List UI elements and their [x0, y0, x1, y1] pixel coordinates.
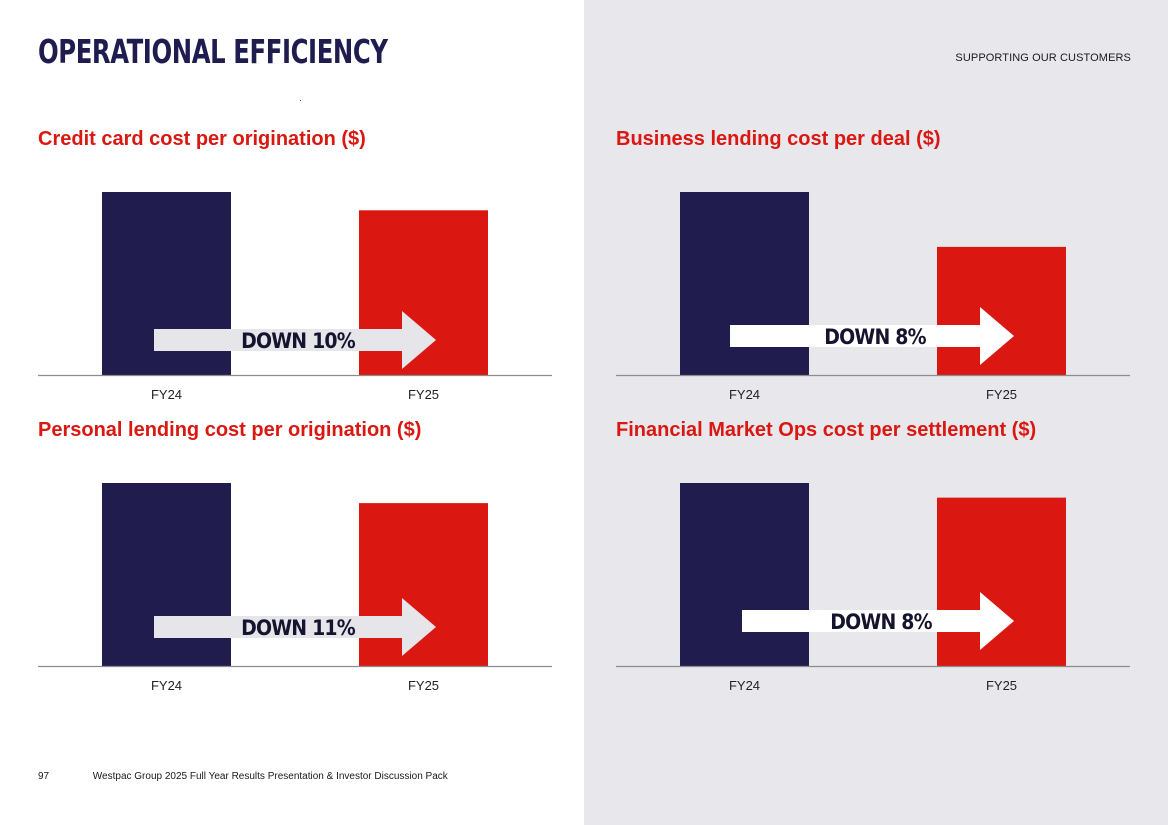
chart-4: FY24 FY25 DOWN 8%	[616, 483, 1130, 693]
annotation-label: DOWN 10%	[241, 329, 356, 353]
bar-fy25	[937, 497, 1066, 666]
x-tick-label: FY25	[986, 387, 1017, 402]
annotation-label: DOWN 8%	[824, 325, 926, 349]
decorative-dot	[300, 100, 301, 101]
annotation-label: DOWN 11%	[241, 616, 356, 640]
annotation-label: DOWN 8%	[830, 610, 932, 634]
x-tick-label: FY25	[408, 387, 439, 402]
x-tick-label: FY25	[408, 678, 439, 693]
arrow-annotation	[730, 307, 1014, 365]
page-number: 97	[38, 771, 50, 782]
chart-1: FY24 FY25 DOWN 10%	[38, 192, 552, 402]
bar-fy24	[680, 483, 809, 666]
chart-1-title: Credit card cost per origination ($)	[38, 128, 366, 150]
chart-3: FY24 FY25 DOWN 11%	[38, 483, 552, 693]
bar-fy25	[937, 246, 1066, 375]
right-panel-background	[584, 0, 1168, 825]
x-tick-label: FY24	[729, 387, 760, 402]
x-tick-label: FY24	[151, 678, 182, 693]
chart-2: FY24 FY25 DOWN 8%	[616, 192, 1130, 402]
bar-fy24	[680, 192, 809, 375]
x-tick-label: FY25	[986, 678, 1017, 693]
footer-text: Westpac Group 2025 Full Year Results Pre…	[92, 771, 448, 782]
x-tick-label: FY24	[729, 678, 760, 693]
chart-2-title: Business lending cost per deal ($)	[616, 128, 941, 150]
bar-fy24	[102, 483, 231, 666]
chart-4-title: Financial Market Ops cost per settlement…	[616, 419, 1037, 441]
footer: 97 Westpac Group 2025 Full Year Results …	[38, 771, 448, 782]
arrow-annotation	[154, 311, 436, 369]
page-title: OPERATIONAL EFFICIENCY	[38, 32, 388, 71]
chart-3-title: Personal lending cost per origination ($…	[38, 419, 422, 441]
section-label: SUPPORTING OUR CUSTOMERS	[955, 52, 1131, 64]
arrow-annotation	[154, 598, 436, 656]
arrow-annotation	[742, 592, 1014, 650]
bar-fy25	[359, 503, 488, 666]
x-tick-label: FY24	[151, 387, 182, 402]
